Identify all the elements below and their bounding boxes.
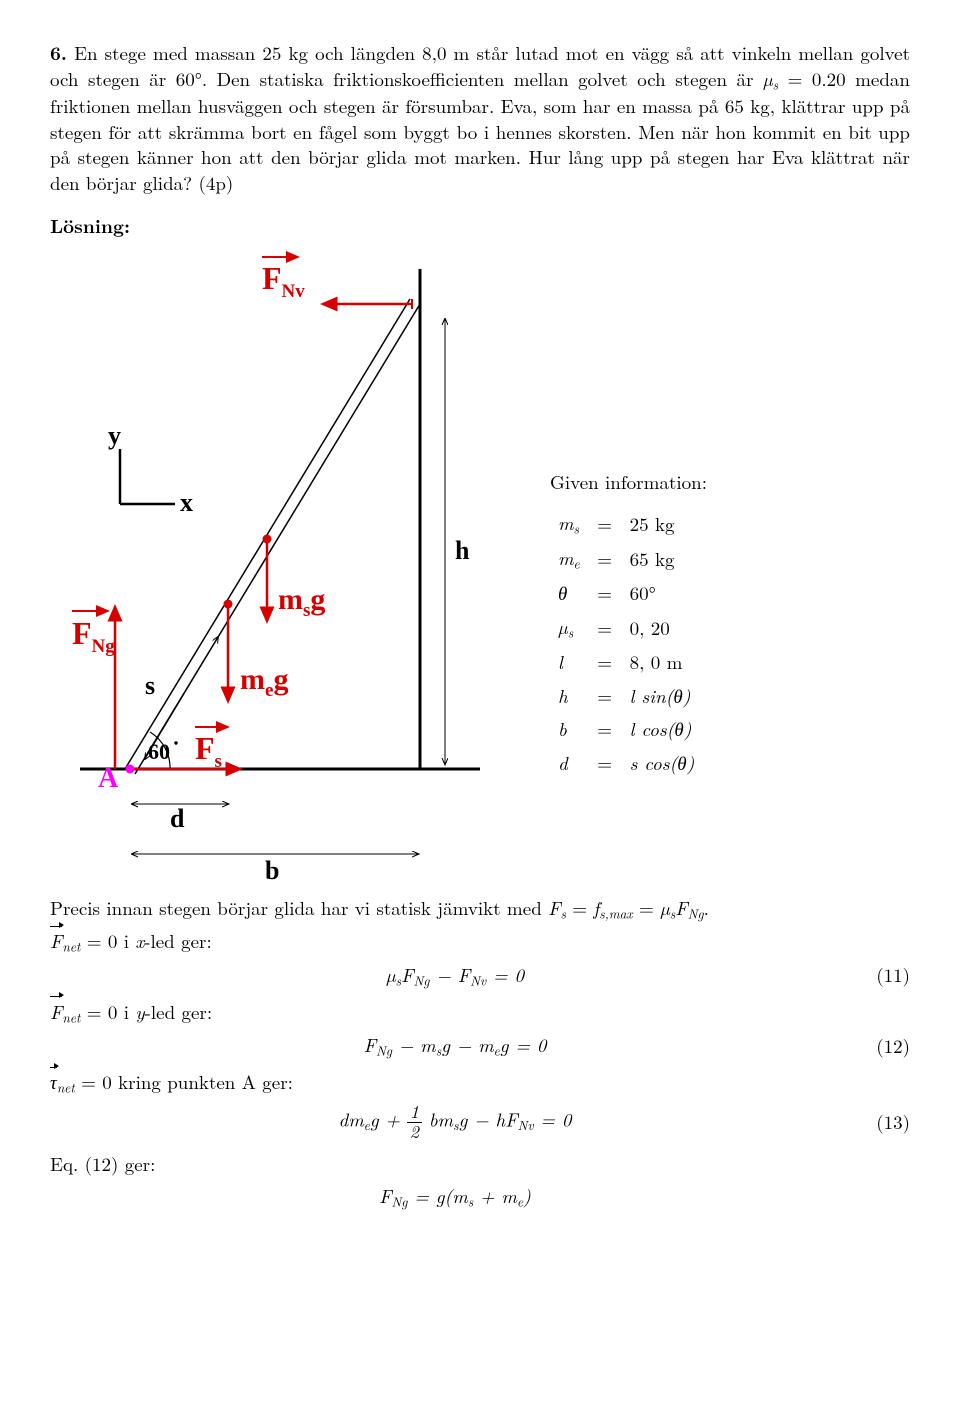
svg-text:60: 60	[148, 739, 170, 764]
svg-text:b: b	[265, 856, 279, 885]
figure-row: FNv h y x msg meg s	[50, 249, 910, 889]
given-table: ms=25 kg me=65 kg θ=60° µs=0, 20 l=8, 0 …	[550, 505, 702, 781]
equations-intro: Precis innan stegen börjar glida har vi …	[50, 895, 910, 922]
given-row: θ=60°	[552, 577, 700, 609]
svg-text:d: d	[170, 804, 185, 833]
eq12-reference: Eq. (12) ger:	[50, 1151, 910, 1177]
svg-text:FNg: FNg	[72, 615, 115, 657]
given-row: ms=25 kg	[552, 507, 700, 540]
svg-text:x: x	[180, 488, 193, 517]
equation-final: FNg = g(ms + me)	[50, 1183, 910, 1210]
x-equilibrium-line: Fnet = 0 i x-led ger:	[50, 928, 910, 955]
y-equilibrium-line: Fnet = 0 i y-led ger:	[50, 999, 910, 1026]
problem-body: En stege med massan 25 kg och längden 8,…	[50, 39, 910, 196]
solution-label: Lösning:	[50, 213, 910, 239]
problem-statement: 6. En stege med massan 25 kg och längden…	[50, 40, 910, 195]
equation-11: µsFNg − FNv = 0 (11)	[50, 962, 910, 989]
eq-number: (11)	[860, 962, 910, 988]
eq-number: (13)	[860, 1109, 910, 1135]
given-row: me=65 kg	[552, 542, 700, 575]
given-information: Given information: ms=25 kg me=65 kg θ=6…	[530, 249, 910, 781]
diagram: FNv h y x msg meg s	[50, 249, 530, 889]
given-title: Given information:	[550, 469, 910, 495]
svg-text:FNv: FNv	[262, 260, 305, 302]
equation-13: dmeg + 12 bmsg − hFNv = 0 (13)	[50, 1103, 910, 1142]
torque-equilibrium-line: τnet = 0 kring punkten A ger:	[50, 1069, 910, 1096]
eq-number: (12)	[860, 1033, 910, 1059]
svg-text:y: y	[108, 421, 121, 450]
problem-number: 6.	[50, 38, 67, 66]
svg-text:h: h	[455, 536, 470, 565]
svg-text:msg: msg	[278, 583, 325, 621]
svg-text:s: s	[145, 671, 155, 700]
given-row: d=s cos(θ)	[552, 747, 700, 779]
given-row: b=l cos(θ)	[552, 713, 700, 745]
svg-text:A: A	[98, 763, 119, 794]
equation-12: FNg − msg − meg = 0 (12)	[50, 1032, 910, 1059]
svg-text:Fs: Fs	[195, 730, 222, 772]
svg-text:meg: meg	[240, 663, 288, 701]
given-row: µs=0, 20	[552, 611, 700, 644]
given-row: l=8, 0 m	[552, 646, 700, 678]
given-row: h=l sin(θ)	[552, 680, 700, 712]
